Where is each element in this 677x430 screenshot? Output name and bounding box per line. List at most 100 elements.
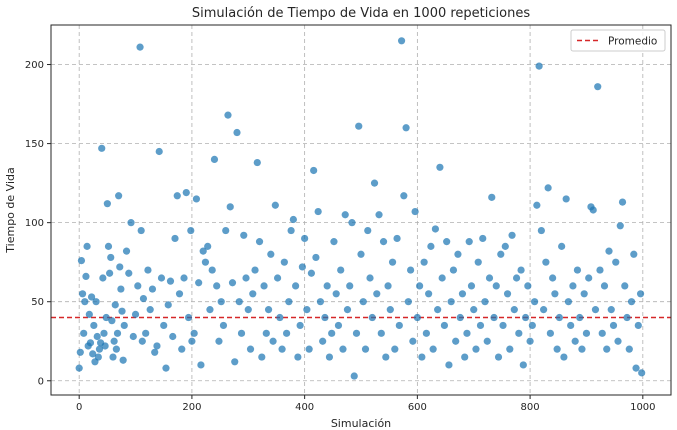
scatter-point bbox=[497, 250, 505, 258]
x-axis-label: Simulación bbox=[331, 417, 391, 430]
scatter-point bbox=[531, 298, 539, 306]
scatter-point bbox=[409, 337, 417, 345]
scatter-point bbox=[429, 345, 437, 353]
scatter-point bbox=[614, 337, 622, 345]
scatter-point bbox=[416, 282, 424, 290]
scatter-point bbox=[418, 353, 426, 361]
scatter-point bbox=[562, 195, 570, 203]
scatter-point bbox=[82, 272, 90, 281]
scatter-point bbox=[368, 313, 376, 322]
scatter-point bbox=[325, 353, 334, 361]
scatter-point bbox=[260, 282, 268, 290]
scatter-point bbox=[146, 306, 154, 314]
scatter-point bbox=[526, 337, 534, 345]
scatter-point bbox=[348, 219, 356, 227]
scatter-point bbox=[213, 282, 221, 290]
scatter-point bbox=[546, 329, 554, 337]
scatter-point bbox=[280, 258, 288, 266]
scatter-point bbox=[171, 234, 179, 243]
scatter-point bbox=[339, 345, 347, 353]
y-tick-label: 50 bbox=[31, 297, 44, 308]
scatter-point bbox=[366, 274, 374, 282]
scatter-point bbox=[576, 313, 584, 322]
scatter-point bbox=[524, 282, 532, 290]
scatter-point bbox=[157, 274, 166, 282]
scatter-point bbox=[501, 242, 509, 250]
scatter-point bbox=[481, 298, 489, 306]
y-axis-label: Tiempo de Vida bbox=[4, 167, 17, 253]
scatter-point bbox=[264, 306, 273, 314]
scatter-point bbox=[226, 203, 234, 211]
scatter-point bbox=[180, 274, 188, 282]
scatter-point bbox=[402, 124, 410, 132]
scatter-point bbox=[535, 62, 543, 70]
scatter-point bbox=[285, 298, 293, 306]
scatter-point bbox=[144, 266, 152, 274]
scatter-point bbox=[112, 345, 120, 353]
scatter-point bbox=[494, 353, 503, 361]
scatter-point bbox=[153, 342, 161, 350]
scatter-point bbox=[454, 250, 462, 258]
scatter-point bbox=[111, 301, 119, 309]
scatter-point bbox=[553, 345, 561, 353]
scatter-point bbox=[296, 321, 304, 330]
scatter-point bbox=[391, 345, 399, 353]
scatter-point bbox=[422, 329, 430, 337]
scatter-point bbox=[116, 263, 124, 271]
scatter-point bbox=[395, 321, 403, 330]
scatter-point bbox=[109, 353, 117, 361]
scatter-point bbox=[431, 225, 439, 233]
x-ticks: 0 200 400 600 800 1000 bbox=[76, 395, 656, 413]
scatter-point bbox=[510, 306, 518, 314]
scatter-point bbox=[76, 348, 84, 356]
scatter-point bbox=[287, 226, 295, 235]
scatter-point bbox=[443, 238, 451, 246]
scatter-point bbox=[187, 226, 195, 235]
scatter-point bbox=[461, 353, 469, 361]
scatter-point bbox=[618, 198, 627, 206]
scatter-point bbox=[447, 298, 455, 306]
scatter-point bbox=[598, 329, 606, 337]
scatter-point bbox=[148, 285, 157, 293]
scatter-point bbox=[483, 337, 491, 345]
scatter-point bbox=[118, 307, 126, 315]
scatter-point bbox=[129, 332, 137, 341]
scatter-point bbox=[151, 348, 159, 356]
scatter-point bbox=[197, 361, 205, 369]
scatter-point bbox=[582, 329, 591, 337]
scatter-point bbox=[397, 37, 406, 45]
scatter-point bbox=[258, 353, 266, 361]
scatter-point bbox=[551, 290, 559, 298]
scatter-point bbox=[136, 43, 144, 51]
scatter-point bbox=[589, 206, 597, 214]
x-tick-label: 200 bbox=[182, 402, 201, 413]
scatter-point bbox=[106, 269, 114, 277]
scatter-point bbox=[517, 266, 525, 274]
scatter-point bbox=[463, 329, 471, 337]
scatter-point bbox=[303, 306, 311, 314]
scatter-point bbox=[75, 364, 83, 372]
scatter-point bbox=[328, 329, 336, 337]
scatter-point bbox=[184, 313, 193, 322]
scatter-point bbox=[87, 293, 96, 301]
scatter-point bbox=[314, 207, 322, 216]
scatter-point bbox=[77, 256, 86, 265]
scatter-point bbox=[630, 250, 638, 258]
scatter-point bbox=[323, 282, 331, 290]
legend-entry-promedio: Promedio bbox=[608, 36, 657, 48]
scatter-point bbox=[137, 226, 145, 235]
scatter-point bbox=[142, 329, 150, 337]
scatter-point bbox=[603, 345, 611, 353]
scatter-point bbox=[160, 321, 168, 330]
scatter-point bbox=[612, 258, 620, 266]
x-tick-label: 1000 bbox=[630, 402, 655, 413]
scatter-point bbox=[465, 238, 473, 246]
scatter-point bbox=[567, 321, 575, 330]
scatter-point bbox=[343, 306, 352, 314]
scatter-point bbox=[476, 321, 485, 330]
scatter-point bbox=[533, 201, 541, 209]
scatter-point bbox=[569, 282, 577, 290]
scatter-point bbox=[373, 290, 381, 298]
scatter-point bbox=[609, 321, 618, 330]
